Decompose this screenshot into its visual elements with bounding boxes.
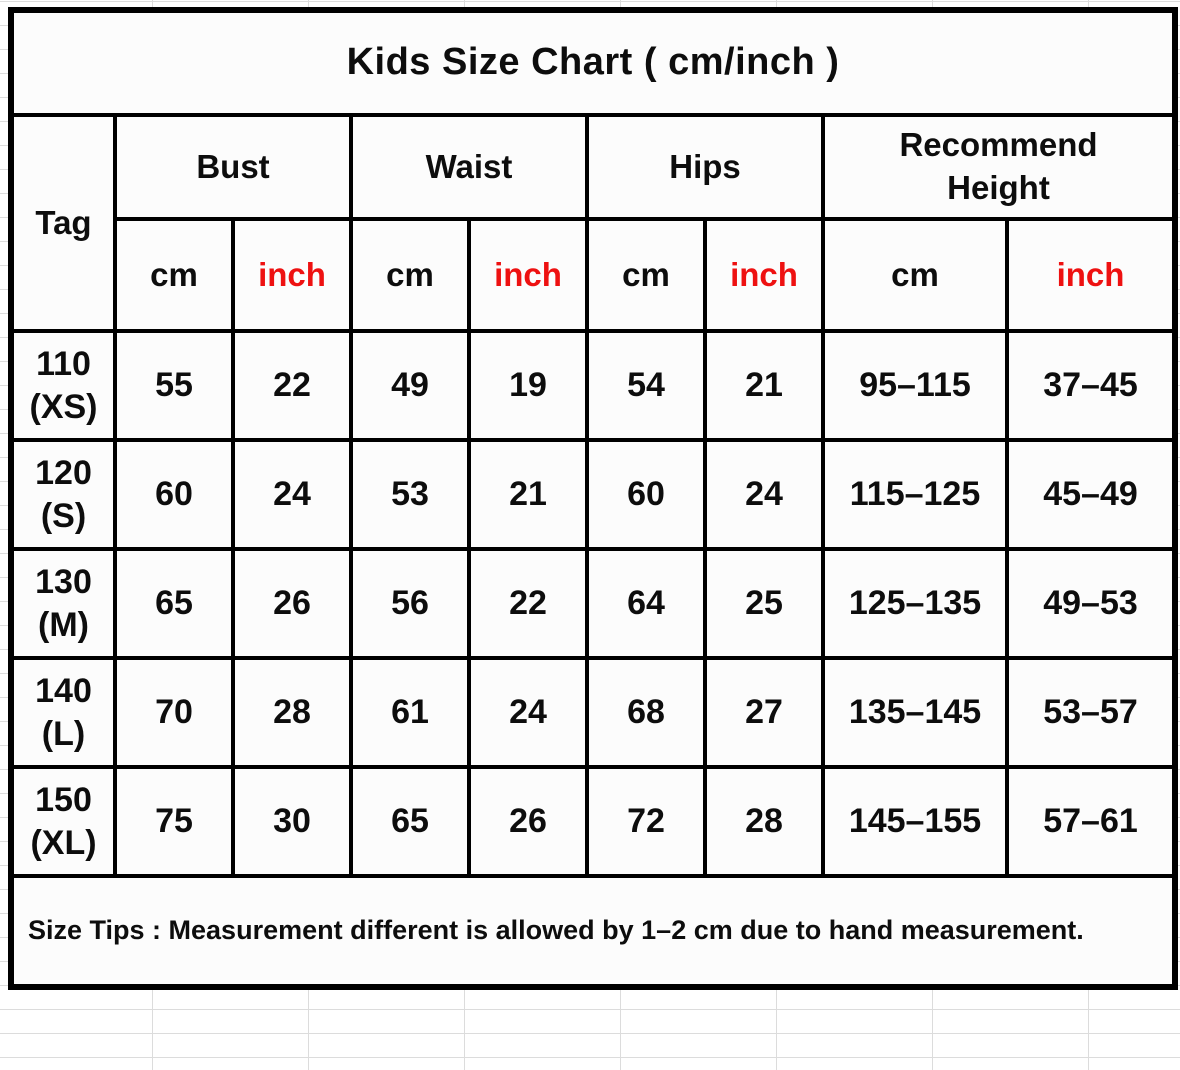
row-tag: 130 (M) xyxy=(9,547,117,660)
cell-hips-cm: 68 xyxy=(585,656,707,769)
cell-height-cm: 145–155 xyxy=(821,765,1009,878)
group-header-bust: Bust xyxy=(113,113,353,221)
waist-inch-header: inch xyxy=(467,217,589,333)
cell-hips-cm: 60 xyxy=(585,438,707,551)
cell-height-cm: 125–135 xyxy=(821,547,1009,660)
cell-waist-inch: 19 xyxy=(467,329,589,442)
row-tag: 150 (XL) xyxy=(9,765,117,878)
group-header-hips: Hips xyxy=(585,113,825,221)
table-row: 130 (M) 65 26 56 22 64 25 125–135 49–53 xyxy=(9,547,1178,660)
hips-cm-header: cm xyxy=(585,217,707,333)
group-header-waist: Waist xyxy=(349,113,589,221)
cell-height-inch: 53–57 xyxy=(1004,656,1178,769)
cell-height-cm: 95–115 xyxy=(821,329,1009,442)
cell-waist-inch: 26 xyxy=(467,765,589,878)
title-row: Kids Size Chart ( cm/inch ) xyxy=(8,8,1178,117)
cell-hips-cm: 72 xyxy=(585,765,707,878)
table-row: 110 (XS) 55 22 49 19 54 21 95–115 37–45 xyxy=(9,329,1178,442)
cell-bust-cm: 75 xyxy=(113,765,235,878)
tag-size: 150 xyxy=(35,781,92,819)
cell-height-cm: 135–145 xyxy=(821,656,1009,769)
group-header-row: Tag Bust Waist Hips Recommend Height xyxy=(9,113,1178,333)
kids-size-chart-table: Kids Size Chart ( cm/inch ) Tag Bust Wai… xyxy=(8,7,1179,990)
cell-bust-inch: 22 xyxy=(231,329,353,442)
row-tag: 120 (S) xyxy=(9,438,117,551)
height-cm-header: cm xyxy=(821,217,1009,333)
cell-height-inch: 49–53 xyxy=(1004,547,1178,660)
size-tips-row: Size Tips : Measurement different is all… xyxy=(8,874,1178,989)
cell-waist-inch: 22 xyxy=(467,547,589,660)
tag-column-header: Tag xyxy=(9,113,117,333)
cell-bust-inch: 30 xyxy=(231,765,353,878)
cell-bust-cm: 65 xyxy=(113,547,235,660)
cell-waist-cm: 49 xyxy=(349,329,471,442)
cell-waist-inch: 21 xyxy=(467,438,589,551)
cell-hips-inch: 21 xyxy=(703,329,825,442)
group-header-recommend-height: Recommend Height xyxy=(820,113,1178,221)
size-tips-note: Size Tips : Measurement different is all… xyxy=(8,874,1178,989)
chart-title: Kids Size Chart ( cm/inch ) xyxy=(8,8,1178,117)
height-inch-header: inch xyxy=(1004,217,1178,333)
table-row: 120 (S) 60 24 53 21 60 24 115–125 45–49 xyxy=(9,438,1178,551)
tag-label: (M) xyxy=(38,605,89,644)
tag-size: 130 xyxy=(35,563,92,601)
cell-waist-cm: 61 xyxy=(349,656,471,769)
tag-label: (L) xyxy=(41,714,86,753)
waist-cm-header: cm xyxy=(349,217,471,333)
cell-hips-inch: 25 xyxy=(703,547,825,660)
table-row: 150 (XL) 75 30 65 26 72 28 145–155 57–61 xyxy=(9,765,1178,878)
tag-label: (XS) xyxy=(29,387,98,426)
cell-waist-cm: 56 xyxy=(349,547,471,660)
cell-hips-cm: 64 xyxy=(585,547,707,660)
table-row: 140 (L) 70 28 61 24 68 27 135–145 53–57 xyxy=(9,656,1178,769)
bust-cm-header: cm xyxy=(113,217,235,333)
cell-bust-inch: 24 xyxy=(231,438,353,551)
cell-hips-inch: 27 xyxy=(703,656,825,769)
cell-height-cm: 115–125 xyxy=(821,438,1009,551)
cell-bust-inch: 28 xyxy=(231,656,353,769)
size-table-body: 110 (XS) 55 22 49 19 54 21 95–115 37–45 120 (S) 60 24… xyxy=(9,329,1178,878)
cell-hips-inch: 24 xyxy=(703,438,825,551)
cell-waist-cm: 65 xyxy=(349,765,471,878)
units-header-row: cm inch cm inch cm inch cm inch xyxy=(11,217,1178,333)
bust-inch-header: inch xyxy=(231,217,353,333)
cell-bust-cm: 55 xyxy=(113,329,235,442)
cell-height-inch: 57–61 xyxy=(1004,765,1178,878)
cell-height-inch: 45–49 xyxy=(1004,438,1178,551)
cell-bust-cm: 60 xyxy=(113,438,235,551)
row-tag: 140 (L) xyxy=(9,656,117,769)
cell-bust-inch: 26 xyxy=(231,547,353,660)
hips-inch-header: inch xyxy=(703,217,825,333)
tag-size: 140 xyxy=(35,672,92,710)
cell-height-inch: 37–45 xyxy=(1004,329,1178,442)
tag-size: 110 xyxy=(36,345,91,383)
tag-size: 120 xyxy=(35,454,92,492)
cell-hips-cm: 54 xyxy=(585,329,707,442)
cell-hips-inch: 28 xyxy=(703,765,825,878)
cell-waist-cm: 53 xyxy=(349,438,471,551)
tag-label: (S) xyxy=(40,496,87,535)
tag-label: (XL) xyxy=(30,823,97,862)
row-tag: 110 (XS) xyxy=(9,329,117,442)
cell-bust-cm: 70 xyxy=(113,656,235,769)
cell-waist-inch: 24 xyxy=(467,656,589,769)
